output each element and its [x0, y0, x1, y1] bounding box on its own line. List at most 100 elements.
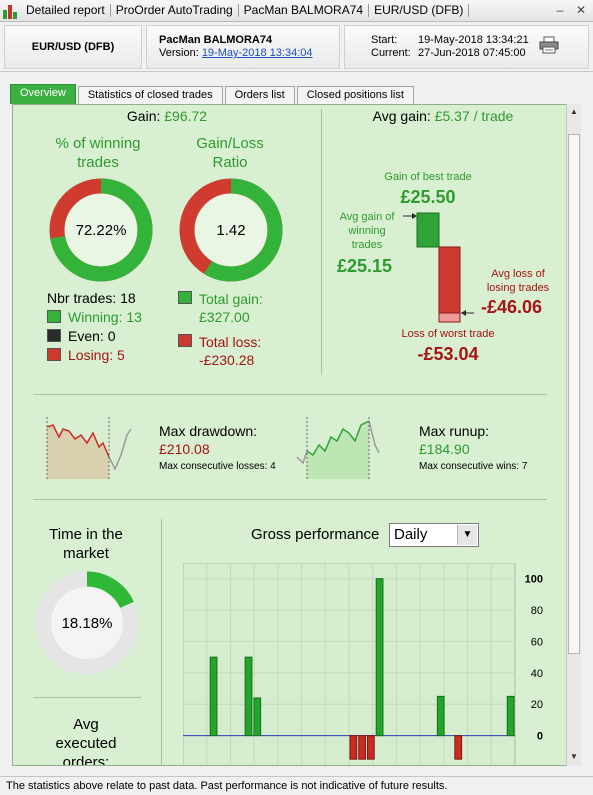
nbr-trades-label: Nbr trades: — [47, 290, 117, 306]
chart-bar-gain — [209, 656, 218, 737]
breadcrumb-proorder[interactable]: ProOrder AutoTrading — [111, 4, 239, 17]
even-count: Even: 0 — [68, 328, 116, 344]
gl-ratio-donut: 1.42 — [179, 178, 283, 282]
nbr-trades-value: 18 — [120, 290, 136, 306]
breadcrumb-strategy[interactable]: PacMan BALMORA74 — [239, 4, 370, 17]
max-consecutive-wins-label: Max consecutive wins: — [419, 461, 520, 472]
avg-loss-label-line: losing trades — [486, 282, 550, 294]
tab-orders-list[interactable]: Orders list — [224, 86, 295, 104]
total-loss-label: Total loss: — [199, 334, 262, 350]
avg-win-value: £25.15 — [337, 256, 393, 276]
breadcrumb-detailed-report[interactable]: Detailed report — [21, 4, 111, 17]
scroll-down-icon[interactable]: ▼ — [570, 752, 578, 761]
period-select[interactable]: Daily ▼ — [389, 523, 479, 547]
gl-ratio-title: Gain/Loss Ratio — [165, 134, 295, 172]
scroll-up-icon[interactable]: ▲ — [570, 107, 578, 116]
best-trade-value: £25.50 — [400, 187, 456, 207]
max-drawdown-value: £210.08 — [159, 441, 210, 457]
donut-center — [65, 194, 137, 266]
version-link[interactable]: 19-May-2018 13:34:04 — [201, 47, 313, 59]
runup-lead — [296, 450, 308, 465]
disclaimer-footer: The statistics above relate to past data… — [0, 776, 593, 795]
max-consecutive-wins: Max consecutive wins: 7 — [419, 461, 527, 472]
period-select-value: Daily — [394, 526, 428, 543]
avg-orders-title-line: orders: — [62, 754, 110, 766]
chart-bar-gain — [244, 656, 253, 737]
chart-ytick-label: 20 — [531, 699, 543, 711]
max-drawdown-label: Max drawdown: — [159, 423, 258, 439]
avg-loss-label: Avg loss of losing trades — [475, 267, 561, 295]
current-value: 27-Jun-2018 07:45:00 — [418, 47, 526, 59]
drawdown-area — [47, 425, 109, 479]
winning-value: 13 — [126, 309, 142, 325]
donut-center — [195, 194, 267, 266]
avg-loss-bar — [438, 246, 461, 314]
chart-bar-loss — [366, 735, 375, 760]
time-in-market-title-line: market — [63, 545, 109, 562]
chart-bar-loss — [454, 735, 463, 760]
donut-time-arc — [35, 571, 139, 675]
total-gain-value: £327.00 — [199, 309, 250, 325]
total-loss: Total loss: -£230.28 — [199, 333, 261, 369]
tab-overview[interactable]: Overview — [10, 84, 76, 104]
losing-label: Losing: — [68, 347, 114, 363]
chart-ytick-label: 0 — [537, 731, 543, 743]
close-button[interactable]: ✕ — [575, 3, 587, 17]
donut-win-arc — [49, 178, 153, 282]
time-in-market-value: 18.18% — [62, 615, 113, 632]
minimize-button[interactable]: – — [556, 3, 564, 17]
vertical-scrollbar[interactable]: ▲ ▼ — [566, 104, 581, 766]
overview-panel: Gain: £96.72 Avg gain: £5.37 / trade % o… — [12, 104, 581, 766]
total-gain-swatch-icon — [178, 291, 192, 304]
chart-bar-loss — [358, 735, 366, 760]
chart-bar-gain — [253, 697, 262, 737]
gross-performance-label: Gross performance — [251, 526, 380, 543]
total-gain-label: Total gain: — [199, 291, 263, 307]
max-consecutive-wins-value: 7 — [521, 461, 528, 472]
divider — [321, 109, 322, 375]
version-label: Version: — [159, 47, 199, 59]
report-header: EUR/USD (DFB) PacMan BALMORA74 Version: … — [0, 22, 593, 72]
gl-ratio-value: 1.42 — [216, 222, 245, 239]
scrollbar-thumb[interactable] — [568, 134, 580, 654]
start-value: 19-May-2018 13:34:21 — [418, 34, 529, 46]
donut-center — [51, 587, 123, 659]
tab-closed-positions-list[interactable]: Closed positions list — [296, 86, 414, 104]
max-runup-label: Max runup: — [419, 423, 490, 439]
avg-orders-title-line: executed — [55, 735, 117, 752]
chart-ytick-label: 80 — [531, 605, 543, 617]
winning-pct-title: % of winning trades — [33, 134, 163, 172]
divider — [161, 519, 162, 765]
strategy-info: PacMan BALMORA74 Version: 19-May-2018 13… — [146, 25, 340, 69]
tab-statistics-closed-trades[interactable]: Statistics of closed trades — [77, 86, 223, 104]
max-runup-value: £184.90 — [419, 441, 470, 457]
title-bar: Detailed report ProOrder AutoTrading Pac… — [0, 0, 593, 22]
winning-count: Winning: 13 — [68, 309, 142, 325]
winning-swatch-icon — [47, 310, 61, 323]
time-in-market-title-line: Time in the — [49, 526, 123, 543]
avg-loss-label-line: Avg loss of — [491, 268, 545, 280]
losing-swatch-icon — [47, 348, 61, 361]
winning-label: Winning: — [68, 309, 123, 325]
avg-loss-value: -£46.06 — [481, 297, 543, 317]
runup-area — [307, 421, 369, 479]
current-label: Current: — [371, 47, 411, 59]
winning-pct-value: 72.22% — [76, 222, 127, 239]
printer-icon[interactable] — [539, 36, 559, 54]
chevron-down-icon[interactable]: ▼ — [457, 525, 477, 545]
total-gain: Total gain: £327.00 — [199, 290, 263, 326]
divider — [33, 394, 547, 395]
avg-win-label-line: winning — [348, 225, 386, 237]
runup-sparkline-icon — [296, 417, 380, 479]
gl-ratio-title-line: Ratio — [212, 154, 248, 171]
even-label: Even: — [68, 328, 104, 344]
drawdown-line — [46, 424, 110, 458]
nbr-trades: Nbr trades: 18 — [47, 290, 136, 306]
gross-performance-chart: 100 80 60 40 20 0 — [183, 563, 543, 765]
gain-value: £96.72 — [164, 108, 208, 124]
gain-label: Gain: — [126, 108, 161, 124]
chart-bar-loss — [349, 735, 358, 760]
breadcrumb-instrument[interactable]: EUR/USD (DFB) — [369, 4, 470, 17]
avg-gain-summary: Avg gain: £5.37 / trade — [323, 108, 563, 124]
chart-ytick-label: 60 — [531, 636, 543, 648]
